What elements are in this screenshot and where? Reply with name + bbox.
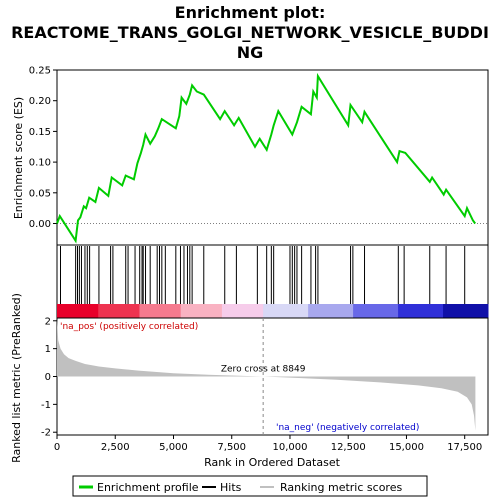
es-y-tick-label: 0.10 xyxy=(29,158,51,169)
x-tick-label: 2,500 xyxy=(101,442,130,453)
x-tick-label: 15,000 xyxy=(389,442,424,453)
x-axis-label: Rank in Ordered Dataset xyxy=(204,456,341,469)
es-panel: 0.00 0.05 0.10 0.15 0.20 0.25 Enrichment scor… xyxy=(12,66,488,246)
legend-label-hits: Hits xyxy=(220,481,242,494)
positive-correlation-label: 'na_pos' (positively correlated) xyxy=(60,322,198,332)
es-y-tick-label: 0.05 xyxy=(29,188,51,199)
zero-cross-label: Zero cross at 8849 xyxy=(221,365,306,375)
metric-y-tick-label: 1 xyxy=(45,344,51,355)
x-tick-label: 12,500 xyxy=(331,442,366,453)
x-tick-label: 17,500 xyxy=(447,442,482,453)
chart-title-line-1: Enrichment plot: xyxy=(175,3,326,22)
color-band-segment xyxy=(443,304,488,318)
chart-title-line-2: REACTOME_TRANS_GOLGI_NETWORK_VESICLE_BUD… xyxy=(11,23,489,42)
color-band-segment xyxy=(308,304,353,318)
color-band-segment xyxy=(222,304,264,318)
legend-label-enrichment-profile: Enrichment profile xyxy=(97,481,199,494)
chart-title-line-3: NG xyxy=(237,43,264,62)
metric-y-axis-label: Ranked list metric (PreRanked) xyxy=(10,293,23,463)
es-y-tick-label: 0.15 xyxy=(29,127,51,138)
es-y-tick-label: 0.00 xyxy=(29,219,51,230)
color-band-segment xyxy=(263,304,308,318)
color-band-segment xyxy=(57,304,99,318)
metric-y-axis: -2 -1 0 1 2 xyxy=(41,316,57,438)
negative-correlation-label: 'na_neg' (negatively correlated) xyxy=(276,423,419,433)
x-tick-label: 7,500 xyxy=(217,442,246,453)
x-tick-label: 0 xyxy=(54,442,60,453)
metric-y-tick-label: -2 xyxy=(41,428,51,439)
metric-x-axis: 0 2,500 5,000 7,500 10,000 12,500 15,000 17,500 xyxy=(54,435,482,453)
legend-label-ranking-metric: Ranking metric scores xyxy=(280,481,402,494)
hits-panel xyxy=(57,245,489,318)
color-band-segment xyxy=(181,304,223,318)
metric-y-tick-label: -1 xyxy=(41,400,51,411)
x-tick-label: 10,000 xyxy=(272,442,307,453)
es-y-tick-label: 0.20 xyxy=(29,96,51,107)
color-band-segment xyxy=(139,304,181,318)
legend: Enrichment profile Hits Ranking metric s… xyxy=(73,476,427,496)
x-tick-label: 5,000 xyxy=(159,442,188,453)
metric-y-tick-label: 0 xyxy=(45,372,51,383)
color-band-segment xyxy=(398,304,443,318)
metric-y-tick-label: 2 xyxy=(45,316,51,327)
es-y-axis-label: Enrichment score (ES) xyxy=(12,97,25,219)
color-band-segment xyxy=(353,304,398,318)
metric-panel: Zero cross at 8849 'na_pos' (positively … xyxy=(10,293,488,469)
color-band-segment xyxy=(98,304,140,318)
es-y-tick-label: 0.25 xyxy=(29,66,51,77)
es-panel-frame xyxy=(57,70,488,245)
ranking-color-band xyxy=(57,304,489,318)
